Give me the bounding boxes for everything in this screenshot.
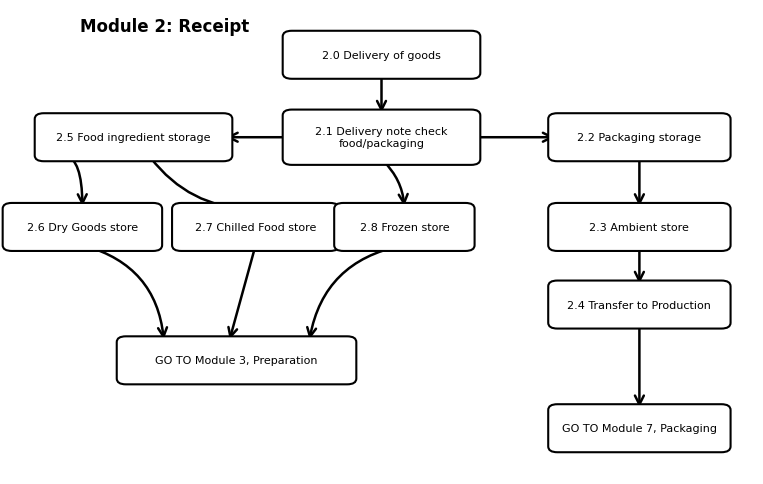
FancyBboxPatch shape xyxy=(334,204,475,252)
Text: 2.3 Ambient store: 2.3 Ambient store xyxy=(590,223,689,232)
Text: 2.8 Frozen store: 2.8 Frozen store xyxy=(359,223,449,232)
Text: 2.1 Delivery note check
food/packaging: 2.1 Delivery note check food/packaging xyxy=(315,127,448,149)
FancyBboxPatch shape xyxy=(283,110,481,166)
Text: 2.2 Packaging storage: 2.2 Packaging storage xyxy=(578,133,701,143)
FancyBboxPatch shape xyxy=(35,114,232,162)
Text: Module 2: Receipt: Module 2: Receipt xyxy=(80,17,250,36)
Text: 2.6 Dry Goods store: 2.6 Dry Goods store xyxy=(27,223,138,232)
Text: 2.4 Transfer to Production: 2.4 Transfer to Production xyxy=(568,300,711,310)
Text: 2.5 Food ingredient storage: 2.5 Food ingredient storage xyxy=(56,133,211,143)
FancyBboxPatch shape xyxy=(172,204,339,252)
Text: 2.7 Chilled Food store: 2.7 Chilled Food store xyxy=(195,223,317,232)
Text: 2.0 Delivery of goods: 2.0 Delivery of goods xyxy=(322,51,441,60)
FancyBboxPatch shape xyxy=(2,204,162,252)
FancyBboxPatch shape xyxy=(548,204,730,252)
FancyBboxPatch shape xyxy=(283,32,481,80)
FancyBboxPatch shape xyxy=(548,404,730,452)
Text: GO TO Module 7, Packaging: GO TO Module 7, Packaging xyxy=(562,424,717,433)
FancyBboxPatch shape xyxy=(548,114,730,162)
Text: GO TO Module 3, Preparation: GO TO Module 3, Preparation xyxy=(156,356,317,365)
FancyBboxPatch shape xyxy=(548,281,730,329)
FancyBboxPatch shape xyxy=(117,337,356,384)
